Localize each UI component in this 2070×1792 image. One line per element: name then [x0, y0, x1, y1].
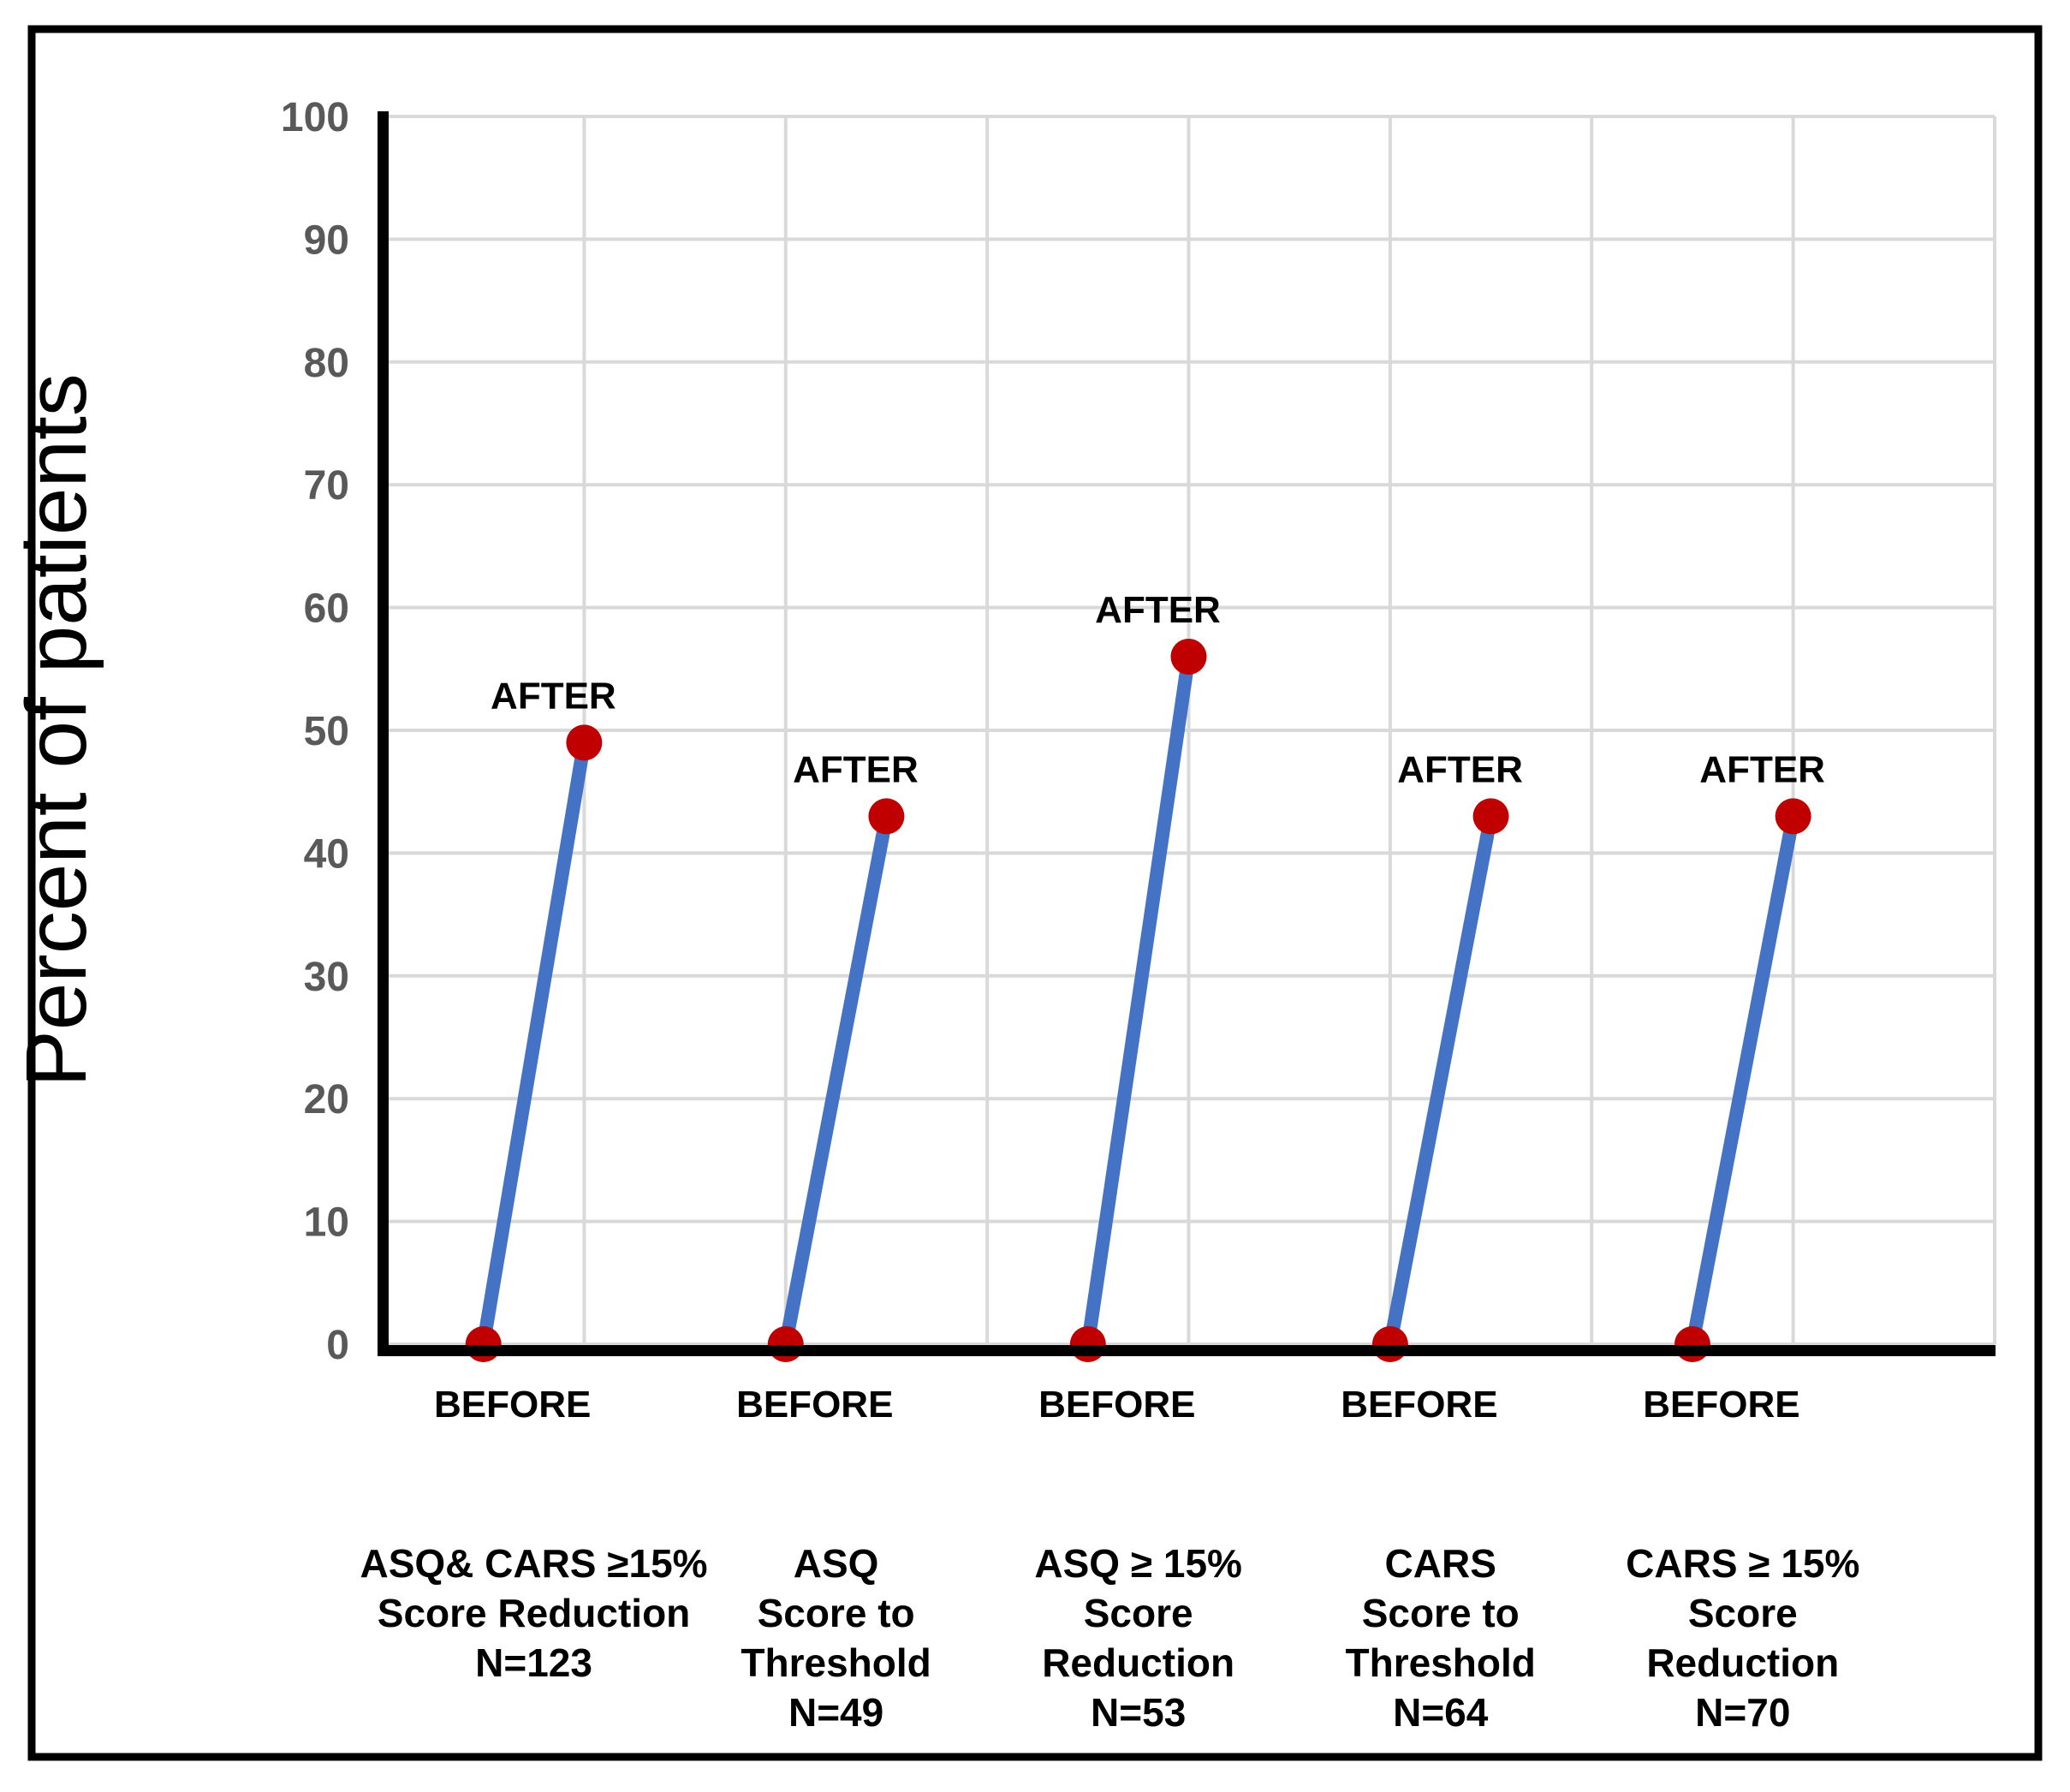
y-axis-line [378, 111, 389, 1356]
y-tick-label: 80 [304, 341, 349, 386]
y-axis-title: Percent of patients [9, 373, 104, 1087]
after-point-label: AFTER [1699, 748, 1825, 790]
category-label-line: ASQ& CARS ≥15% [360, 1541, 707, 1586]
before-point-label: BEFORE [1643, 1384, 1799, 1426]
after-point-label: AFTER [793, 748, 919, 790]
figure-border [27, 25, 2043, 1761]
after-marker [1775, 798, 1811, 835]
connector-line [1383, 814, 1498, 1346]
category-label-line: N=49 [788, 1690, 883, 1735]
connector-line [476, 741, 592, 1346]
y-tick-label: 10 [304, 1200, 349, 1246]
y-tick-label: 100 [281, 95, 349, 140]
y-tick-label: 20 [304, 1077, 349, 1122]
y-tick-label: 50 [304, 709, 349, 754]
after-point-label: AFTER [491, 675, 616, 717]
before-marker [767, 1326, 804, 1362]
category-label-line: ASQ [794, 1541, 879, 1586]
before-marker [1371, 1326, 1408, 1362]
category-label-line: Reduction [1646, 1640, 1839, 1685]
category-label-line: Score to [758, 1591, 915, 1635]
x-axis-line [378, 1345, 1996, 1356]
category-label-line: Score [1084, 1591, 1193, 1635]
after-point-label: AFTER [1397, 748, 1523, 790]
y-tick-label: 70 [304, 463, 349, 509]
y-tick-label: 90 [304, 217, 349, 263]
before-point-label: BEFORE [1341, 1384, 1497, 1426]
before-point-label: BEFORE [736, 1384, 893, 1426]
after-marker [1170, 638, 1207, 675]
y-tick-label: 40 [304, 831, 349, 877]
after-point-label: AFTER [1095, 589, 1221, 631]
after-marker [566, 724, 603, 761]
category-label-line: N=53 [1091, 1690, 1186, 1735]
connector-line [1080, 655, 1196, 1346]
category-label-line: Threshold [1346, 1640, 1536, 1685]
before-marker [1674, 1326, 1710, 1362]
before-point-label: BEFORE [1038, 1384, 1195, 1426]
before-marker [465, 1326, 502, 1362]
category-label-line: Score to [1362, 1591, 1520, 1635]
before-point-label: BEFORE [434, 1384, 591, 1426]
connector-line [1686, 814, 1800, 1346]
category-label-line: Threshold [741, 1640, 931, 1685]
category-label-line: N=64 [1393, 1690, 1489, 1735]
category-label-line: CARS ≥ 15% [1626, 1541, 1859, 1586]
after-marker [1472, 798, 1509, 835]
category-label-line: CARS [1385, 1541, 1496, 1586]
y-tick-label: 0 [326, 1323, 349, 1368]
y-tick-label: 60 [304, 586, 349, 632]
category-label-line: N=123 [475, 1640, 592, 1685]
before-marker [1069, 1326, 1106, 1362]
category-label-line: Score Reduction [378, 1591, 691, 1635]
connector-line [778, 814, 894, 1346]
category-label-line: Score [1688, 1591, 1798, 1635]
category-label-line: ASQ ≥ 15% [1034, 1541, 1242, 1586]
category-label-line: Reduction [1042, 1640, 1234, 1685]
category-label-line: N=70 [1695, 1690, 1790, 1735]
after-marker [868, 798, 905, 835]
y-tick-label: 30 [304, 955, 349, 1000]
